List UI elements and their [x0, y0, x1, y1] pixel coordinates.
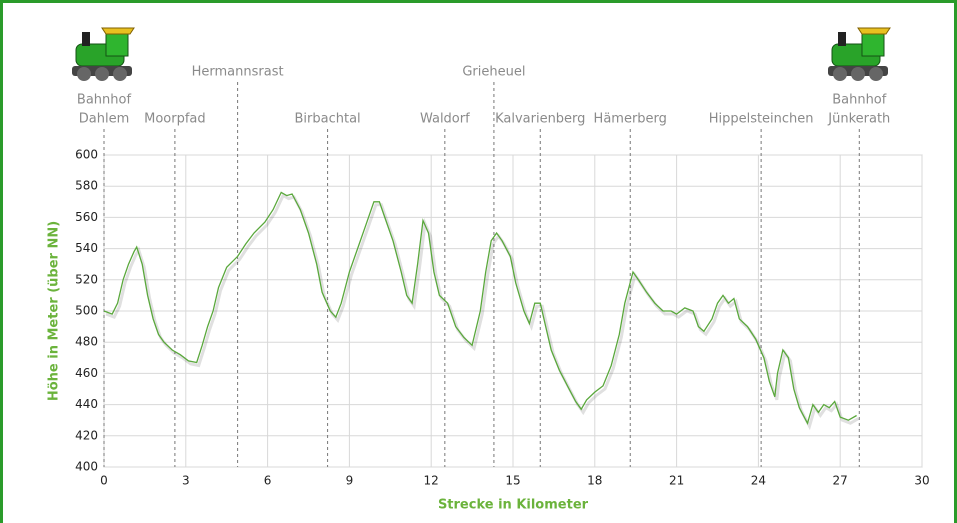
y-tick-label: 600 [75, 148, 98, 162]
station-label: Bahnhof [77, 93, 132, 108]
x-tick-label: 0 [100, 474, 108, 488]
train-icon [72, 28, 134, 81]
y-tick-label: 540 [75, 241, 98, 255]
x-tick-label: 27 [833, 474, 848, 488]
x-tick-label: 15 [505, 474, 520, 488]
y-tick-label: 420 [75, 428, 98, 442]
x-tick-label: 12 [424, 474, 439, 488]
y-tick-label: 580 [75, 179, 98, 193]
station-label: Bahnhof [832, 93, 887, 108]
page: Strecke in Kilometer Höhe in Meter (über… [0, 0, 957, 523]
x-tick-label: 21 [669, 474, 684, 488]
y-tick-label: 560 [75, 210, 98, 224]
y-tick-label: 440 [75, 397, 98, 411]
y-tick-label: 500 [75, 304, 98, 318]
x-tick-label: 30 [914, 474, 929, 488]
y-tick-label: 480 [75, 335, 98, 349]
train-icon [828, 28, 890, 81]
station-label: Hämerberg [594, 112, 667, 127]
x-tick-label: 18 [587, 474, 602, 488]
station-label: Birbachtal [295, 112, 361, 127]
station-label: Waldorf [420, 112, 470, 127]
x-axis-title: Strecke in Kilometer [438, 498, 589, 513]
y-tick-label: 400 [75, 460, 98, 474]
x-tick-label: 6 [264, 474, 272, 488]
station-label: Grieheuel [462, 65, 525, 80]
station-label: Moorpfad [144, 112, 206, 127]
x-tick-label: 3 [182, 474, 190, 488]
x-tick-label: 9 [346, 474, 354, 488]
station-label: Hippelsteinchen [709, 112, 814, 127]
x-tick-label: 24 [751, 474, 766, 488]
station-label: Hermannsrast [192, 65, 284, 80]
y-tick-label: 520 [75, 272, 98, 286]
station-label: Dahlem [79, 112, 130, 127]
station-label: Jünkerath [827, 112, 890, 127]
y-tick-label: 460 [75, 366, 98, 380]
chart: Strecke in Kilometer Höhe in Meter (über… [0, 0, 957, 523]
y-axis-title: Höhe in Meter (über NN) [47, 221, 62, 401]
station-label: Kalvarienberg [495, 112, 585, 127]
